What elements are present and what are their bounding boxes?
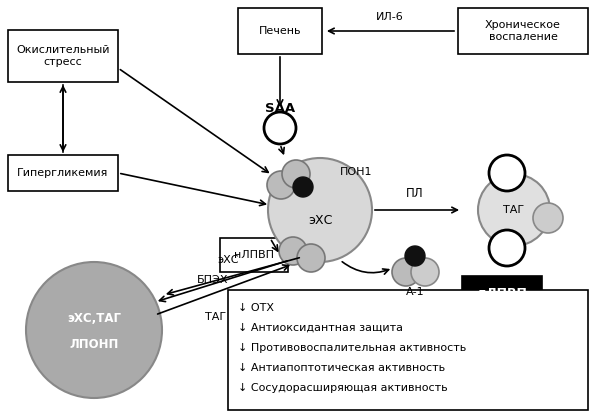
Text: SAA: SAA [265, 102, 295, 115]
Circle shape [268, 158, 372, 262]
Circle shape [297, 244, 325, 272]
Text: Печень: Печень [259, 26, 301, 36]
Bar [228, 290, 588, 410]
Text: ПЛ: ПЛ [406, 187, 424, 200]
Text: ↓ Сосудорасширяющая активность: ↓ Сосудорасширяющая активность [238, 383, 448, 393]
Circle shape [282, 160, 310, 188]
Bar [458, 8, 588, 54]
Circle shape [411, 258, 439, 286]
Circle shape [264, 112, 296, 144]
Text: БПЭХ: БПЭХ [197, 275, 229, 285]
Bar [220, 238, 288, 272]
Circle shape [279, 237, 307, 265]
Text: ↓ Противовоспалительная активность: ↓ Противовоспалительная активность [238, 343, 466, 353]
Bar [238, 8, 322, 54]
Circle shape [533, 203, 563, 233]
Text: ЛПОНП: ЛПОНП [70, 337, 119, 351]
Circle shape [405, 246, 425, 266]
Text: Окислительный
стресс: Окислительный стресс [16, 45, 110, 67]
Circle shape [267, 171, 295, 199]
Circle shape [26, 262, 162, 398]
Text: ТАГ: ТАГ [503, 205, 524, 215]
Text: эХС: эХС [217, 255, 239, 265]
Circle shape [478, 174, 550, 246]
Circle shape [293, 177, 313, 197]
Text: ↓ ОТХ: ↓ ОТХ [238, 303, 274, 313]
Bar [8, 155, 118, 191]
Text: нЛПВП: нЛПВП [234, 250, 274, 260]
Text: ПОН1: ПОН1 [340, 167, 373, 177]
Bar [462, 276, 542, 310]
Text: Хроническое
воспаление: Хроническое воспаление [485, 20, 561, 42]
Text: ИЛ-6: ИЛ-6 [376, 12, 404, 22]
Text: ↓ Антиапоптотическая активность: ↓ Антиапоптотическая активность [238, 363, 445, 373]
Text: эХС,ТАГ: эХС,ТАГ [67, 311, 121, 324]
Text: эХС: эХС [308, 214, 332, 227]
Text: дЛПВП: дЛПВП [476, 286, 527, 300]
Text: Гипергликемия: Гипергликемия [17, 168, 109, 178]
Text: ТАГ: ТАГ [205, 312, 227, 322]
Text: ↓ Антиоксидантная защита: ↓ Антиоксидантная защита [238, 323, 403, 333]
Text: А-1: А-1 [406, 287, 424, 297]
Circle shape [489, 155, 525, 191]
Bar [8, 30, 118, 82]
Circle shape [392, 258, 420, 286]
Circle shape [489, 230, 525, 266]
